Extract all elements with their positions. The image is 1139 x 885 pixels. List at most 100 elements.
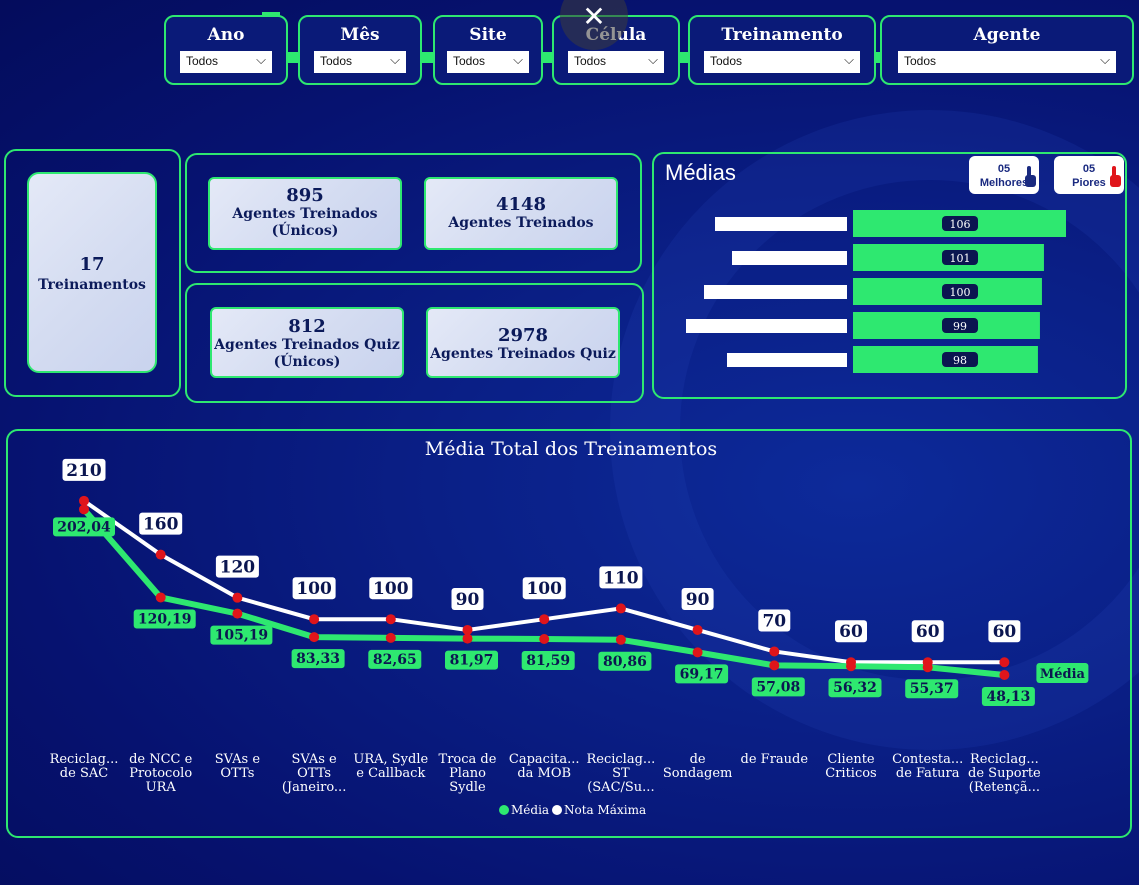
medias-white-bar <box>686 319 847 333</box>
medias-title: Médias <box>665 160 736 185</box>
filter-mes-select[interactable]: Todos ⌵ <box>314 51 406 73</box>
medias-white-bar <box>727 353 847 367</box>
filter-treinamento-label: Treinamento <box>721 25 843 45</box>
media-label-bg <box>751 677 805 697</box>
legend-nota-maxima-marker <box>552 805 562 815</box>
chevron-down-icon: ⌵ <box>390 52 400 67</box>
top5-best-label: Melhores <box>979 177 1029 189</box>
x-tick-label: de Sondagem <box>663 752 733 781</box>
filter-treinamento-value: Todos <box>710 54 743 68</box>
x-tick-label: de NCC e Protocolo URA <box>129 752 193 795</box>
series-end-tag-bg <box>1036 663 1089 683</box>
x-tick-label: Cliente Criticos <box>825 752 876 781</box>
filter-treinamento: Treinamento Todos ⌵ <box>688 15 876 85</box>
nota-maxima-label: 210 <box>66 461 102 481</box>
nota-maxima-label: 90 <box>686 590 710 610</box>
filter-site-value: Todos <box>453 54 486 68</box>
kpi-quiz-unicos-sublabel: (Únicos) <box>273 354 341 370</box>
nota-maxima-label-bg <box>522 577 566 600</box>
chevron-down-icon: ⌵ <box>1100 52 1110 67</box>
kpi-agentes-unicos-label: Agentes Treinados <box>232 206 378 222</box>
top5-worst-button[interactable]: 05 Piores <box>1054 156 1124 194</box>
chevron-down-icon: ⌵ <box>256 52 266 67</box>
nota-maxima-label-bg <box>758 609 791 632</box>
nota-maxima-label-bg <box>215 555 259 578</box>
nota-maxima-point <box>769 646 780 657</box>
kpi-quiz-tile: 2978 Agentes Treinados Quiz <box>426 307 620 378</box>
media-label: 81,59 <box>526 653 570 669</box>
nota-maxima-label-bg <box>681 587 714 610</box>
media-point <box>155 592 166 603</box>
kpi-quiz-unicos-value: 812 <box>288 316 326 337</box>
media-label: 202,04 <box>57 519 111 535</box>
kpi-quiz-label: Agentes Treinados Quiz <box>430 346 616 362</box>
kpi-quiz-unicos-label: Agentes Treinados Quiz <box>214 337 400 353</box>
media-point <box>309 632 320 643</box>
media-label-bg <box>828 678 882 698</box>
filter-treinamento-select[interactable]: Todos ⌵ <box>704 51 860 73</box>
legend-media-marker <box>499 805 509 815</box>
filter-ano: Ano Todos ⌵ <box>164 15 288 85</box>
kpi-agentes-unicos-value: 895 <box>286 185 324 206</box>
nota-maxima-label: 60 <box>993 622 1017 642</box>
kpi-quiz-value: 2978 <box>497 325 549 346</box>
hand-pointer-icon <box>1110 166 1121 187</box>
x-tick-label: Troca de Plano Sydle <box>439 752 497 795</box>
media-label: 81,97 <box>450 653 494 669</box>
media-label: 83,33 <box>296 651 340 667</box>
top5-best-button[interactable]: 05 Melhores <box>969 156 1039 194</box>
chevron-down-icon: ⌵ <box>844 52 854 67</box>
nota-maxima-point <box>385 614 396 625</box>
nota-maxima-label-bg <box>988 620 1021 643</box>
media-point <box>769 660 780 671</box>
medias-bar-label-bg <box>942 352 978 367</box>
kpi-quiz-unicos-tile: 812 Agentes Treinados Quiz (Únicos) <box>210 307 404 378</box>
nota-maxima-label: 160 <box>143 515 179 535</box>
nota-maxima-point <box>232 592 243 603</box>
x-tick-label: Capacita... da MOB <box>509 752 580 781</box>
x-tick-label: Reciclag... de Suporte (Retençã... <box>968 752 1041 795</box>
kpi-agentes-card <box>185 153 642 273</box>
media-label-bg <box>981 687 1035 706</box>
filter-celula-select[interactable]: Todos ⌵ <box>568 51 664 73</box>
medias-bar-label: 98 <box>953 354 967 367</box>
nota-maxima-label-bg <box>835 620 867 643</box>
nota-maxima-label: 100 <box>296 579 332 599</box>
main-chart-card <box>6 429 1132 838</box>
media-point <box>79 504 89 515</box>
filter-ano-value: Todos <box>186 54 219 68</box>
filter-agente-label: Agente <box>973 25 1041 45</box>
medias-white-bar <box>715 217 847 231</box>
filter-site: Site Todos ⌵ <box>433 15 543 85</box>
medias-white-bar <box>704 285 847 299</box>
close-icon: ✕ <box>582 0 606 33</box>
filter-agente-select[interactable]: Todos ⌵ <box>898 51 1116 73</box>
nota-maxima-label-bg <box>599 566 643 589</box>
filter-site-label: Site <box>469 25 507 45</box>
nota-maxima-point <box>539 614 550 625</box>
medias-bar-label: 99 <box>953 320 967 333</box>
media-point <box>999 670 1010 680</box>
chart-title: Média Total dos Treinamentos <box>425 438 717 460</box>
medias-bar-label-bg <box>942 250 978 265</box>
nota-maxima-label: 90 <box>456 590 480 610</box>
kpi-treinamentos-value: 17 <box>79 254 105 275</box>
x-tick-label: SVAs e OTTs (Janeiro... <box>282 752 346 795</box>
media-label-bg <box>445 650 498 670</box>
filter-ano-select[interactable]: Todos ⌵ <box>180 51 272 73</box>
nota-maxima-label-bg <box>292 577 336 600</box>
media-point <box>692 647 703 658</box>
medias-bar-label-bg <box>942 284 978 299</box>
top5-worst-label: Piores <box>1072 177 1106 189</box>
filter-site-select[interactable]: Todos ⌵ <box>447 51 529 73</box>
media-point <box>462 633 473 644</box>
medias-panel <box>652 152 1127 399</box>
media-label: 56,32 <box>833 680 877 696</box>
kpi-treinamentos-tile: 17 Treinamentos <box>27 172 157 373</box>
x-tick-label: Reciclag... ST (SAC/Su... <box>586 752 655 795</box>
media-label: 48,13 <box>986 689 1030 705</box>
close-button[interactable]: ✕ <box>560 0 628 50</box>
media-label-bg <box>598 651 652 671</box>
x-tick-label: URA, Sydle e Callback <box>353 752 428 781</box>
filter-ano-label: Ano <box>207 25 245 45</box>
